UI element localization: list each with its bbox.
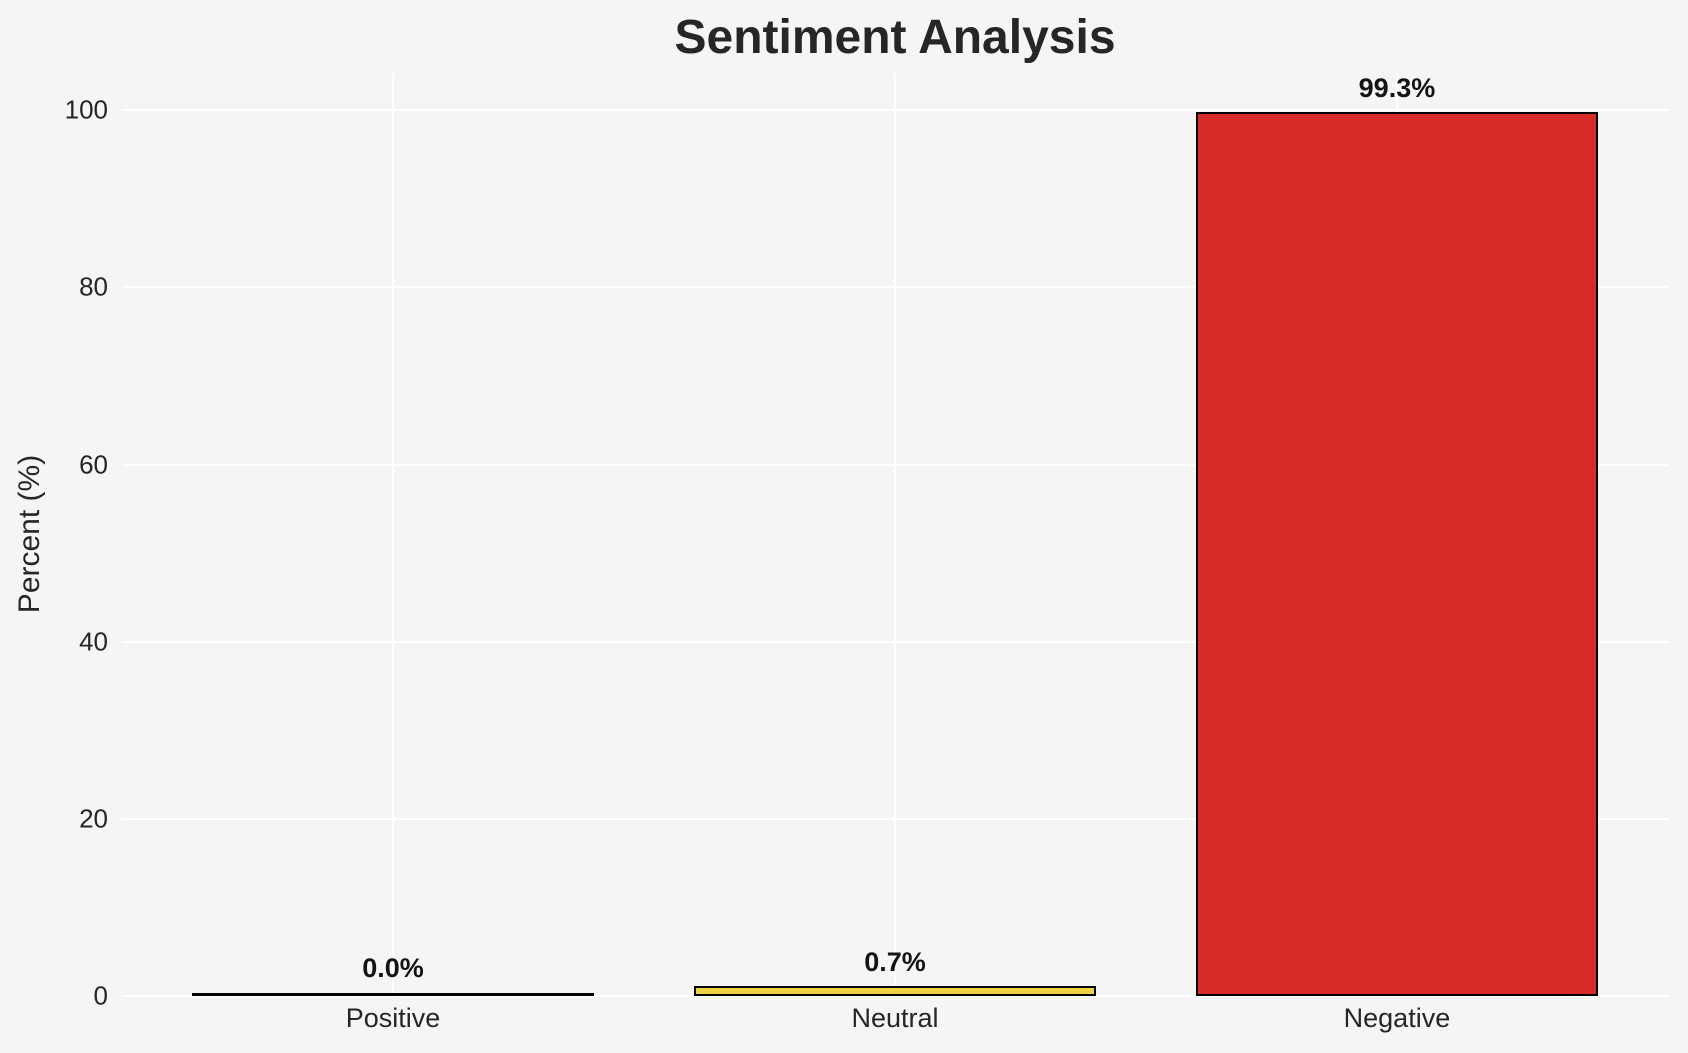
y-tick-label-80: 80 <box>79 271 108 302</box>
bar-negative <box>1196 112 1598 996</box>
y-tick-label-40: 40 <box>79 626 108 657</box>
chart-title: Sentiment Analysis <box>674 11 1116 64</box>
x-tick-label-negative: Negative <box>1343 1003 1451 1033</box>
y-axis-label: Percent (%) <box>13 454 46 614</box>
gridline-horizontal-0 <box>122 995 1668 997</box>
gridline-vertical-positive <box>392 73 395 996</box>
value-label-negative: 99.3% <box>1358 73 1436 104</box>
y-tick-label-60: 60 <box>79 449 108 480</box>
y-tick-label-20: 20 <box>79 803 108 834</box>
y-tick-label-0: 0 <box>93 980 108 1011</box>
gridline-vertical-neutral <box>894 73 896 996</box>
x-tick-label-neutral: Neutral <box>851 1003 939 1033</box>
value-label-positive: 0.0% <box>362 953 424 983</box>
bar-neutral <box>694 985 1096 996</box>
y-tick-label-100: 100 <box>64 94 108 125</box>
value-label-neutral: 0.7% <box>864 946 926 977</box>
plot-area: 0 20 40 60 80 100 0.0% Positive 0.7% Neutral 99.3%… <box>65 73 1668 1033</box>
bar-positive <box>192 993 594 996</box>
x-tick-label-positive: Positive <box>345 1003 441 1033</box>
